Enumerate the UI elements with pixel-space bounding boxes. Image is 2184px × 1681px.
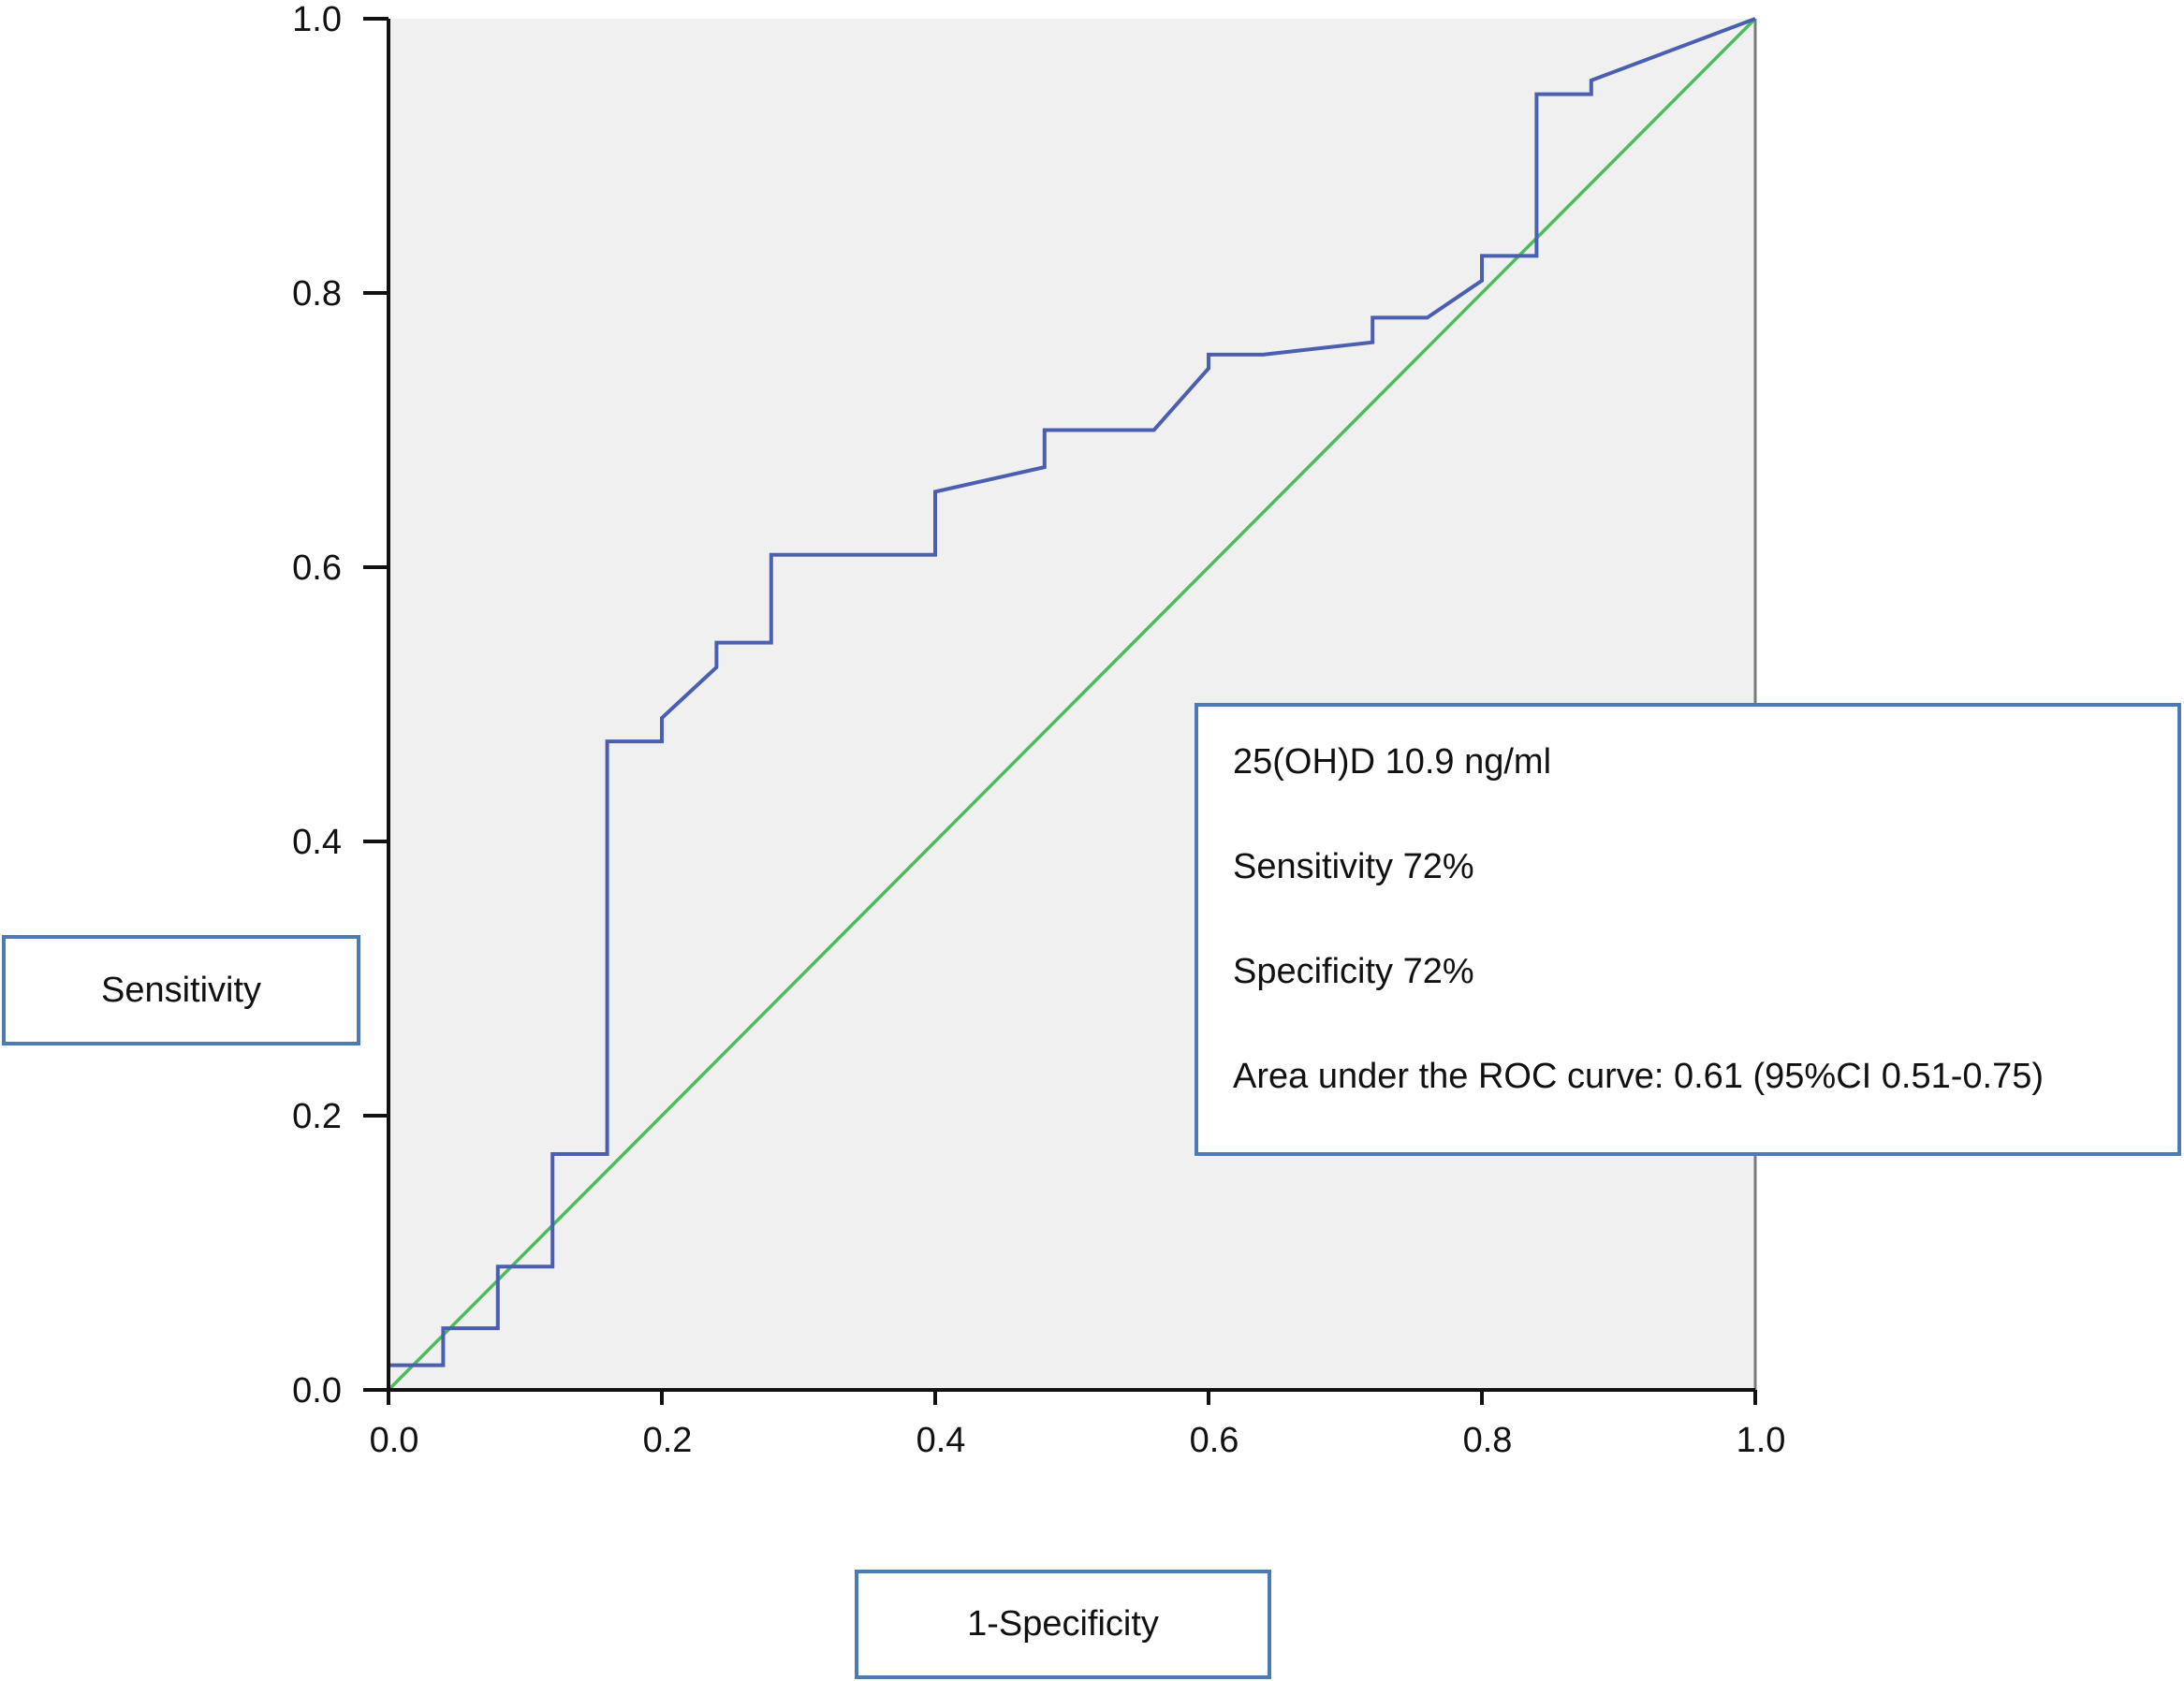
- annotation-cutoff: 25(OH)D 10.9 ng/ml: [1233, 742, 1552, 782]
- x-tick-label: 0.6: [1190, 1421, 1239, 1460]
- y-tick-label: 0.6: [292, 548, 342, 588]
- x-tick-label: 0.0: [370, 1421, 419, 1460]
- y-axis-label: Sensitivity: [2, 935, 360, 1045]
- x-axis-label: 1-Specificity: [855, 1570, 1271, 1679]
- x-tick-label: 0.2: [643, 1421, 693, 1460]
- y-tick-label: 0.8: [292, 274, 342, 314]
- x-tick-label: 1.0: [1737, 1421, 1786, 1460]
- series-layer: [387, 17, 1757, 1392]
- reference-diagonal-line: [387, 17, 1757, 1392]
- axes-layer: 0.0 0.2 0.4 0.6 0.8 1.0 0.0 0.2 0.4 0.6 0.8 1.0: [292, 0, 1785, 1460]
- y-tick-label: 0.4: [292, 823, 342, 862]
- x-tick-label: 0.8: [1463, 1421, 1513, 1460]
- annotation-box: 25(OH)D 10.9 ng/ml Sensitivity 72% Speci…: [1195, 703, 2181, 1156]
- x-tick-label: 0.4: [916, 1421, 966, 1460]
- annotation-auc: Area under the ROC curve: 0.61 (95%CI 0.…: [1233, 1057, 2045, 1096]
- y-tick-label: 1.0: [292, 0, 342, 39]
- annotation-sensitivity: Sensitivity 72%: [1233, 847, 1474, 886]
- roc-curve-line: [387, 17, 1756, 1390]
- annotation-specificity: Specificity 72%: [1233, 952, 1474, 991]
- y-tick-label: 0.0: [292, 1371, 342, 1411]
- y-tick-label: 0.2: [292, 1097, 342, 1136]
